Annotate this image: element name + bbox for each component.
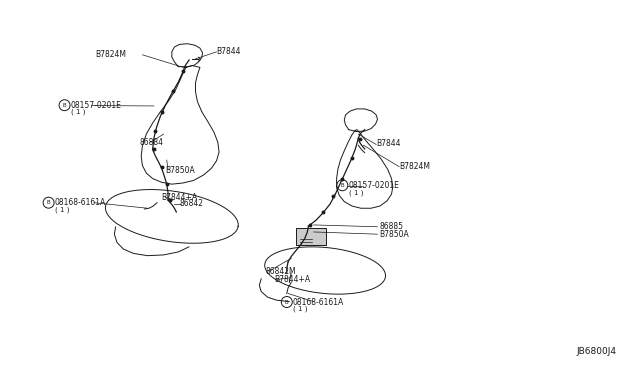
Text: ( 1 ): ( 1 ) [55,206,70,213]
Text: B7850A: B7850A [380,230,409,239]
Text: B7844: B7844 [376,139,401,148]
Text: B7844+A: B7844+A [274,275,310,284]
Text: 08168-6161A: 08168-6161A [54,198,106,207]
Text: B: B [340,183,344,188]
Text: 08168-6161A: 08168-6161A [292,298,344,307]
Text: ( 1 ): ( 1 ) [293,306,308,312]
Text: B7844: B7844 [216,47,241,56]
Text: 86842M: 86842M [265,267,296,276]
Text: B7824M: B7824M [399,162,430,171]
Text: ( 1 ): ( 1 ) [71,109,86,115]
Text: B: B [285,299,289,305]
Text: B7844+A: B7844+A [162,193,198,202]
Text: 08157-0201E: 08157-0201E [70,101,122,110]
Text: B7850A: B7850A [166,166,195,175]
FancyBboxPatch shape [296,228,326,245]
Text: JB6800J4: JB6800J4 [577,347,617,356]
Text: B7824M: B7824M [95,49,126,58]
Text: 86842: 86842 [179,199,204,208]
Text: B: B [47,200,51,205]
Text: 86885: 86885 [380,222,403,231]
Text: 08157-0201E: 08157-0201E [348,181,399,190]
Text: ( 1 ): ( 1 ) [349,189,364,196]
Text: B: B [63,103,67,108]
Text: 86884: 86884 [140,138,164,147]
